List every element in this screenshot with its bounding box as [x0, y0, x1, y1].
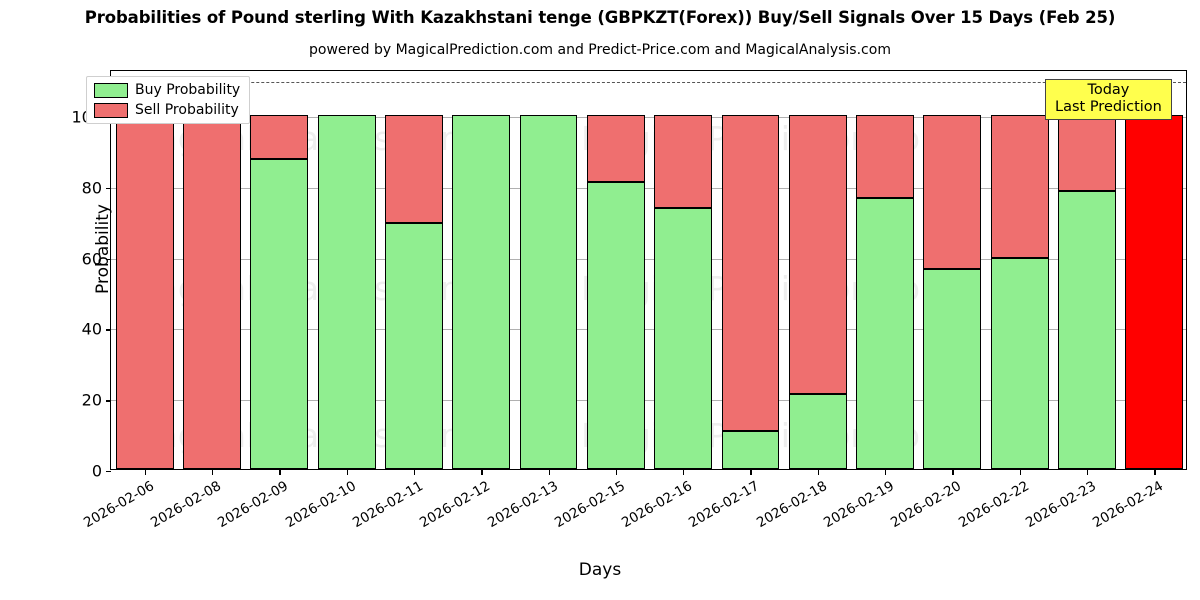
x-axis-tick-mark — [346, 469, 348, 475]
bar-group[interactable] — [1058, 71, 1116, 469]
x-axis-tick-mark — [481, 469, 483, 475]
bar-segment-buy[interactable] — [1058, 191, 1116, 469]
legend-item-sell[interactable]: Sell Probability — [94, 102, 240, 118]
bar-group[interactable] — [788, 71, 847, 469]
bar-segment-sell[interactable] — [654, 115, 713, 209]
x-axis-tick-mark — [1087, 469, 1089, 475]
bar-segment-buy[interactable] — [586, 181, 645, 469]
bar-group[interactable] — [990, 71, 1049, 469]
bar-group[interactable] — [519, 71, 578, 469]
y-axis-tick-mark — [105, 471, 111, 473]
legend-swatch-buy-icon — [94, 82, 128, 98]
y-axis-tick-mark — [105, 400, 111, 402]
x-axis-tick-mark — [413, 469, 416, 475]
bar-segment-buy[interactable] — [990, 258, 1049, 469]
y-axis-tick-mark — [105, 329, 111, 331]
bar-segment-buy[interactable] — [250, 158, 309, 469]
x-axis-tick-mark — [144, 469, 146, 475]
x-axis-tick-mark — [885, 469, 887, 475]
bar-segment-sell[interactable] — [990, 115, 1049, 259]
plot-area: MagicalAnalysis.comMagicalPrediction.com… — [71, 70, 1187, 531]
bar-group[interactable] — [654, 71, 713, 469]
bar-segment-buy[interactable] — [654, 208, 713, 469]
bar-group[interactable] — [586, 71, 645, 469]
reference-dashed-line — [111, 81, 1186, 83]
x-axis-tick-mark — [211, 469, 214, 475]
plot-inner: MagicalAnalysis.comMagicalPrediction.com… — [111, 71, 1186, 469]
bar-group[interactable] — [721, 71, 780, 469]
bar-segment-today[interactable] — [1125, 115, 1184, 469]
bar-group[interactable] — [384, 71, 443, 469]
bar-segment-buy[interactable] — [519, 115, 578, 469]
chart-title: Probabilities of Pound sterling With Kaz… — [84, 8, 1116, 27]
bar-segment-sell[interactable] — [250, 115, 309, 159]
bar-group[interactable] — [452, 71, 511, 469]
gridline — [111, 187, 1186, 189]
bar-segment-sell[interactable] — [384, 115, 443, 224]
y-axis-label: Probability — [93, 204, 113, 294]
bar-group[interactable] — [317, 71, 376, 469]
legend-item-buy[interactable]: Buy Probability — [94, 82, 240, 98]
y-axis-tick-mark — [105, 258, 111, 260]
gridline — [111, 117, 1186, 119]
gridline — [111, 258, 1186, 260]
bar-group[interactable] — [250, 71, 309, 469]
today-annotation-line2: Last Prediction — [1055, 98, 1162, 115]
y-axis-tick-label: 60 — [81, 249, 102, 269]
bar-segment-sell[interactable] — [788, 115, 847, 394]
bar-segment-sell[interactable] — [586, 115, 645, 182]
bar-segment-sell[interactable] — [1058, 115, 1116, 192]
y-axis-tick-label: 20 — [81, 390, 102, 410]
x-axis-tick-mark — [683, 469, 685, 475]
bar-segment-buy[interactable] — [384, 223, 443, 469]
x-axis-tick-mark — [750, 469, 752, 475]
bar-segment-sell[interactable] — [183, 115, 241, 469]
bar-segment-sell[interactable] — [923, 115, 982, 269]
legend-swatch-sell-icon — [94, 102, 128, 118]
y-axis-tick-label: 0 — [91, 461, 102, 481]
bar-group[interactable] — [183, 71, 241, 469]
bar-segment-buy[interactable] — [317, 115, 376, 469]
y-axis-tick-mark — [105, 187, 111, 190]
bar-segment-buy[interactable] — [788, 393, 847, 469]
bar-segment-buy[interactable] — [721, 431, 780, 469]
legend-label-sell: Sell Probability — [135, 102, 239, 118]
x-axis-tick-mark — [952, 469, 954, 475]
today-annotation-line1: Today — [1087, 82, 1130, 98]
x-axis-label: Days — [578, 560, 622, 580]
gridline — [111, 400, 1186, 402]
x-axis-tick-mark — [817, 469, 820, 475]
bar-segment-sell[interactable] — [856, 115, 915, 198]
bar-segment-buy[interactable] — [452, 115, 511, 469]
y-axis-tick-label: 80 — [81, 178, 102, 198]
bar-group[interactable] — [856, 71, 915, 469]
x-axis-tick-mark — [1154, 469, 1156, 475]
chart-legend: Buy Probability Sell Probability — [86, 76, 251, 124]
legend-label-buy: Buy Probability — [135, 82, 241, 98]
bar-group[interactable] — [115, 71, 174, 469]
bar-segment-buy[interactable] — [923, 269, 982, 469]
chart-subtitle: powered by MagicalPrediction.com and Pre… — [309, 42, 891, 58]
bar-segment-sell[interactable] — [115, 115, 174, 469]
y-axis-tick-label: 40 — [81, 319, 102, 339]
x-axis-tick-mark — [548, 469, 550, 475]
bar-segment-buy[interactable] — [856, 197, 915, 469]
x-axis-tick-mark — [615, 469, 618, 475]
x-axis-tick-mark — [1019, 469, 1022, 475]
gridline — [111, 329, 1186, 331]
today-annotation: Today Last Prediction — [1045, 79, 1172, 121]
bar-group[interactable] — [923, 71, 982, 469]
bar-group[interactable] — [1125, 71, 1184, 469]
x-axis-tick-mark — [279, 469, 281, 475]
bar-segment-sell[interactable] — [721, 115, 780, 432]
